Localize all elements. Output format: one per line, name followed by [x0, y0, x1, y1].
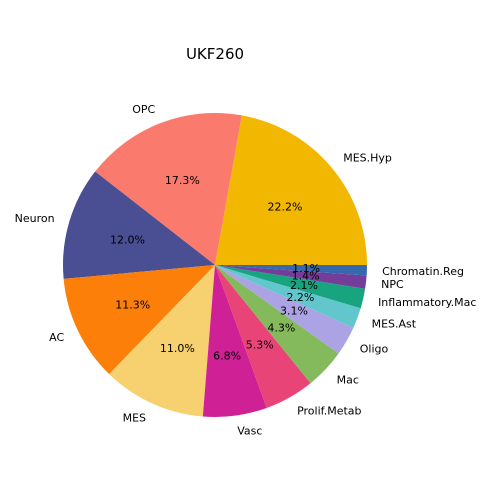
slice-chromatin-reg [215, 265, 367, 276]
slice-opc [95, 113, 242, 266]
slice-inflammatory-mac [215, 265, 366, 309]
label-ac: AC [49, 331, 64, 344]
pct-inflammatory-mac: 2.1% [290, 279, 318, 292]
pct-mes-ast: 2.2% [286, 291, 314, 304]
pct-mes-hyp: 22.2% [267, 200, 302, 213]
label-oligo: Oligo [360, 343, 389, 356]
pct-mes: 11.0% [160, 342, 195, 355]
slice-neuron [63, 171, 215, 279]
label-neuron: Neuron [15, 212, 55, 225]
slice-mes [109, 265, 215, 417]
label-vasc: Vasc [237, 425, 262, 438]
slice-labels: MES.Hyp 22.2% OPC 17.3% Neuron 12.0% AC 11.3% ME… [15, 103, 477, 438]
pct-opc: 17.3% [165, 174, 200, 187]
label-npc: NPC [381, 278, 404, 291]
label-mes: MES [123, 411, 146, 424]
label-mac: Mac [337, 374, 359, 387]
pct-npc: 1.4% [292, 269, 320, 282]
slice-vasc [202, 265, 267, 417]
label-inflammatory-mac: Inflammatory.Mac [378, 296, 476, 309]
slice-ac [63, 265, 215, 375]
slice-mes-hyp [215, 115, 367, 265]
pct-ac: 11.3% [115, 298, 150, 311]
pct-mac: 4.3% [267, 322, 295, 335]
slice-prolif-metab [215, 265, 311, 408]
pct-neuron: 12.0% [110, 233, 145, 246]
pct-prolif-metab: 5.3% [246, 338, 274, 351]
pct-chromatin-reg: 1.1% [292, 262, 320, 275]
slice-oligo [215, 265, 354, 354]
label-prolif-metab: Prolif.Metab [297, 405, 361, 418]
pct-vasc: 6.8% [213, 349, 241, 362]
label-mes-ast: MES.Ast [372, 318, 417, 331]
pct-oligo: 3.1% [280, 305, 308, 318]
pie-slices [63, 113, 367, 417]
slice-mac [215, 265, 339, 384]
label-mes-hyp: MES.Hyp [343, 152, 392, 165]
slice-npc [215, 265, 367, 289]
slice-mes-ast [215, 265, 361, 328]
label-chromatin-reg: Chromatin.Reg [382, 265, 464, 278]
chart-title: UKF260 [186, 45, 244, 63]
label-opc: OPC [132, 103, 155, 116]
